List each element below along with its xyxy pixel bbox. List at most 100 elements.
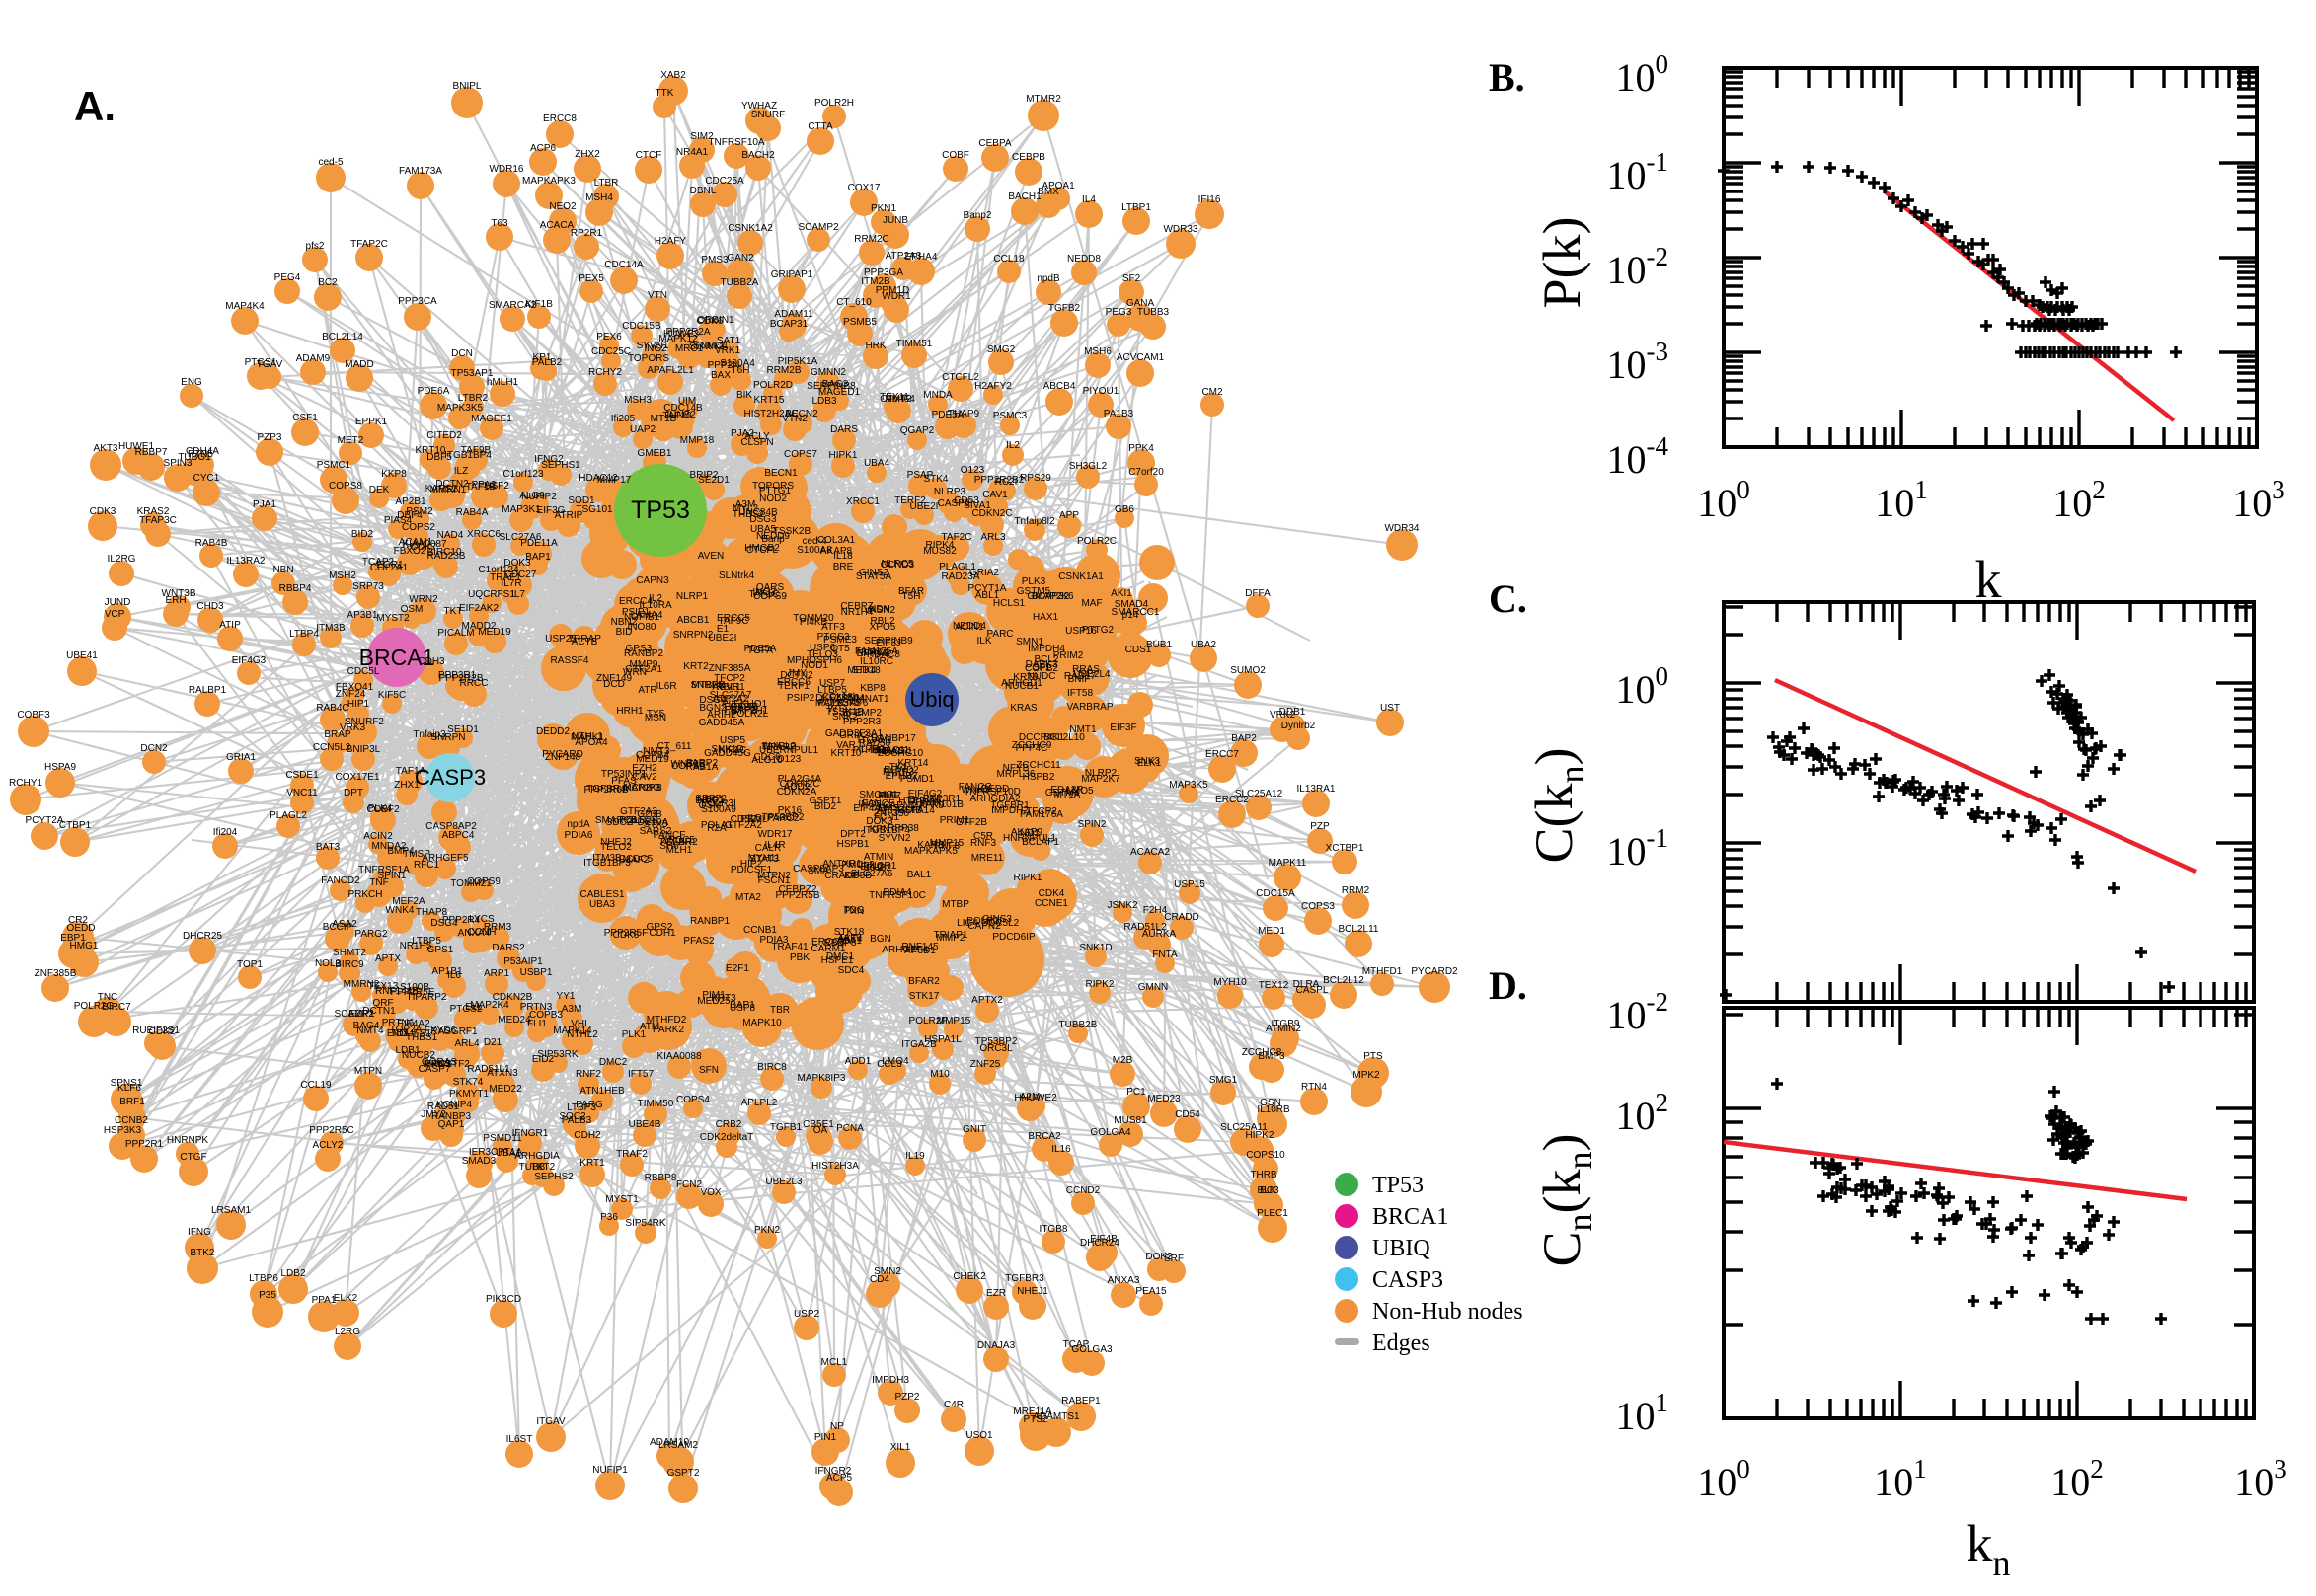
svg-text:CT_610: CT_610 (836, 297, 872, 308)
svg-text:BACH1: BACH1 (1008, 191, 1042, 202)
svg-text:EFEMP2: EFEMP2 (842, 708, 882, 719)
svg-text:CARM1: CARM1 (811, 944, 845, 954)
svg-text:JUNB: JUNB (883, 215, 908, 226)
svg-text:TSSK1B: TSSK1B (826, 707, 865, 718)
svg-text:CASP7: CASP7 (419, 1064, 451, 1075)
svg-text:EPHB2: EPHB2 (886, 771, 918, 782)
svg-text:RFC1: RFC1 (414, 860, 440, 871)
svg-text:UST: UST (1380, 703, 1400, 714)
svg-text:RAD23B: RAD23B (427, 551, 466, 562)
svg-text:MMP15: MMP15 (930, 838, 965, 849)
svg-text:COPS2: COPS2 (402, 522, 435, 533)
svg-text:QARS: QARS (756, 582, 785, 593)
svg-text:SIP53RK: SIP53RK (537, 1049, 578, 1060)
svg-text:PRIM2: PRIM2 (1053, 650, 1084, 661)
svg-text:RANBP17: RANBP17 (871, 733, 916, 744)
svg-text:KKP8: KKP8 (381, 469, 407, 480)
svg-text:CCNB2: CCNB2 (115, 1115, 148, 1126)
svg-text:DEDD2: DEDD2 (536, 726, 570, 737)
svg-text:TKT: TKT (444, 606, 463, 617)
svg-text:ADD1: ADD1 (845, 1056, 872, 1067)
svg-text:CDK8: CDK8 (613, 930, 640, 941)
svg-text:CD53: CD53 (954, 495, 979, 506)
svg-text:WT1: WT1 (827, 704, 849, 715)
svg-text:PPP3R1: PPP3R1 (923, 794, 962, 804)
svg-text:IL18: IL18 (833, 551, 853, 562)
svg-text:BID: BID (616, 627, 633, 638)
svg-text:PSMD11: PSMD11 (483, 1133, 522, 1144)
svg-text:VNC11: VNC11 (286, 788, 318, 798)
svg-text:SNK3: SNK3 (1134, 756, 1161, 767)
svg-text:SMARCC1: SMARCC1 (1112, 607, 1160, 618)
svg-text:MYH11: MYH11 (748, 853, 781, 864)
svg-text:LRSAM1: LRSAM1 (211, 1205, 251, 1216)
svg-text:PDIA6: PDIA6 (565, 830, 593, 841)
svg-text:PPK4: PPK4 (1128, 443, 1154, 454)
svg-text:HDAC8: HDAC8 (867, 649, 900, 660)
svg-text:LTBP3: LTBP3 (567, 1102, 596, 1113)
svg-text:POLR2B: POLR2B (619, 815, 658, 826)
svg-text:PTS2: PTS2 (1023, 1414, 1047, 1425)
svg-text:PSM2: PSM2 (406, 506, 433, 517)
svg-text:RBBP4: RBBP4 (279, 583, 312, 594)
svg-text:CHEK2: CHEK2 (953, 1271, 986, 1282)
svg-text:ARHGEF4: ARHGEF4 (882, 945, 929, 955)
svg-text:SLC27A6: SLC27A6 (500, 532, 542, 543)
svg-text:MTBP2: MTBP2 (691, 680, 725, 691)
svg-text:PEX5: PEX5 (579, 273, 604, 284)
svg-text:ERCC5: ERCC5 (717, 613, 750, 624)
svg-text:Ifi204: Ifi204 (213, 827, 238, 838)
svg-text:M10: M10 (930, 1069, 950, 1080)
svg-text:ACVR1: ACVR1 (712, 682, 745, 693)
svg-text:STK74: STK74 (453, 1077, 484, 1088)
svg-text:AKT3: AKT3 (93, 443, 117, 454)
svg-text:USP15: USP15 (1174, 879, 1205, 890)
svg-text:ITGAV: ITGAV (536, 1416, 566, 1427)
svg-text:PJA1: PJA1 (253, 499, 276, 510)
svg-text:TFAP3C: TFAP3C (139, 515, 177, 526)
svg-text:IL7R: IL7R (501, 578, 521, 589)
svg-text:TRAF41: TRAF41 (771, 942, 809, 952)
svg-text:CDK6: CDK6 (697, 316, 724, 327)
svg-text:PTHLH: PTHLH (853, 745, 886, 756)
svg-text:VCP: VCP (105, 609, 125, 620)
svg-text:SLC25A11: SLC25A11 (1220, 1122, 1268, 1133)
svg-text:CTTA: CTTA (808, 121, 833, 132)
svg-text:RRM2: RRM2 (1342, 885, 1370, 896)
svg-text:KARS2: KARS2 (425, 484, 458, 494)
svg-text:GMEB1: GMEB1 (637, 448, 671, 459)
svg-text:POLR2F: POLR2F (909, 1016, 948, 1026)
svg-text:PI4KB: PI4KB (800, 617, 828, 628)
svg-text:LTBR2: LTBR2 (458, 393, 489, 404)
svg-text:IL6R: IL6R (656, 681, 676, 692)
svg-text:EIF4A1: EIF4A1 (853, 803, 887, 814)
svg-text:RRM2C: RRM2C (854, 234, 889, 245)
svg-text:PCYT2A: PCYT2A (26, 815, 64, 826)
svg-text:OSM: OSM (699, 800, 722, 811)
svg-text:FLAR: FLAR (666, 837, 692, 848)
svg-text:RFWD2: RFWD2 (884, 765, 919, 776)
svg-text:IL6: IL6 (447, 970, 461, 981)
svg-text:CAV2: CAV2 (632, 772, 657, 783)
svg-text:TIMM50: TIMM50 (638, 1099, 674, 1109)
svg-text:HMG1: HMG1 (70, 941, 99, 951)
svg-text:PSIP2: PSIP2 (787, 693, 815, 704)
svg-text:STAT5A: STAT5A (856, 571, 892, 582)
svg-text:MT1B: MT1B (651, 414, 677, 424)
svg-text:LTBR: LTBR (594, 178, 619, 189)
svg-text:USP7: USP7 (819, 678, 846, 689)
svg-text:RAD17: RAD17 (1064, 671, 1097, 682)
svg-text:MAGED1: MAGED1 (818, 387, 861, 398)
svg-text:SMA: SMA (808, 866, 829, 876)
svg-text:PK16: PK16 (778, 805, 803, 816)
svg-text:DPT2: DPT2 (840, 829, 866, 840)
svg-text:MTHFD2: MTHFD2 (647, 1015, 687, 1026)
svg-text:POU2F1: POU2F1 (875, 746, 913, 757)
svg-text:SPIN1: SPIN1 (378, 871, 407, 881)
svg-text:PA1B3: PA1B3 (1104, 409, 1134, 419)
svg-text:ELL2: ELL2 (860, 862, 884, 873)
svg-text:ARP1: ARP1 (484, 968, 510, 979)
svg-text:Ubiq: Ubiq (909, 687, 954, 712)
svg-text:DPT: DPT (344, 788, 363, 798)
svg-text:SYVN1: SYVN1 (637, 341, 669, 351)
